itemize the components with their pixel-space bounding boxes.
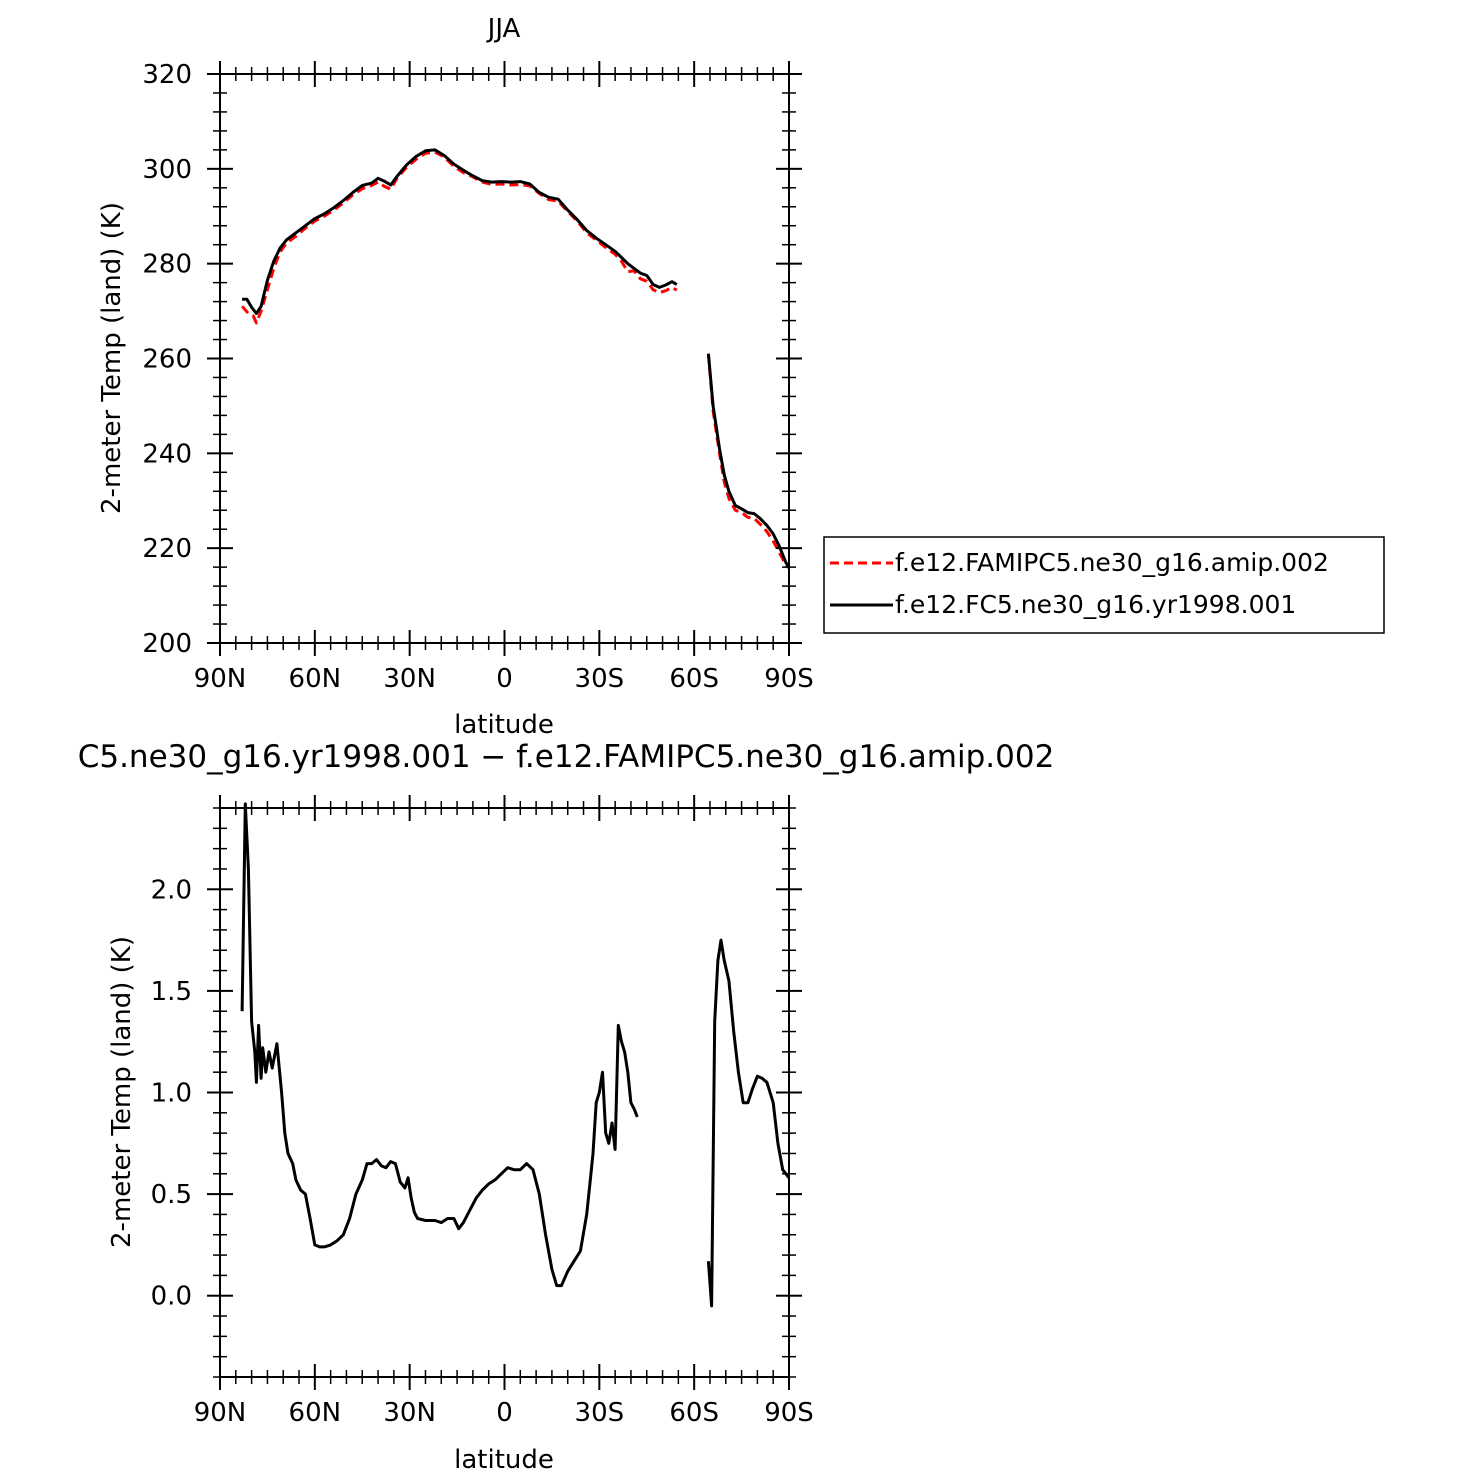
bottom-xtick-label: 90N xyxy=(194,1398,247,1428)
bottom-panel-ylabel: 2-meter Temp (land) (K) xyxy=(107,936,137,1248)
top-xtick-label: 60N xyxy=(289,664,342,694)
bottom-xtick-label: 90S xyxy=(764,1398,814,1428)
bottom-series-0-segment-1 xyxy=(706,938,791,1308)
top-panel: JJA 90N 60N 30N 0 30S 60S 90S 200 220 240 260 280 30… xyxy=(97,14,814,740)
top-xtick-label: 90N xyxy=(194,664,247,694)
top-xtick-label: 30N xyxy=(383,664,436,694)
top-panel-ticks: 90N 60N 30N 0 30S 60S 90S 200 220 240 260 280 300 320 xyxy=(142,60,813,694)
legend-box xyxy=(823,536,1385,634)
legend: f.e12.FAMIPC5.ne30_g16.amip.002 f.e12.FC… xyxy=(823,536,1385,634)
bottom-xtick-label: 30S xyxy=(575,1398,625,1428)
bottom-ytick-label: 0.5 xyxy=(151,1180,192,1210)
top-ytick-label: 200 xyxy=(142,629,192,659)
top-ytick-label: 320 xyxy=(142,60,192,90)
bottom-ytick-label: 2.0 xyxy=(151,875,192,905)
top-xtick-label: 60S xyxy=(669,664,719,694)
bottom-ytick-label: 1.5 xyxy=(151,977,192,1007)
legend-label-amip: f.e12.FAMIPC5.ne30_g16.amip.002 xyxy=(895,548,1329,577)
legend-label-fc5: f.e12.FC5.ne30_g16.yr1998.001 xyxy=(895,590,1296,619)
top-panel-lines xyxy=(240,148,791,570)
top-series-1-segment-1 xyxy=(706,353,791,568)
top-panel-frame xyxy=(219,73,790,644)
bottom-panel-frame xyxy=(219,807,790,1378)
top-xtick-label: 0 xyxy=(496,664,513,694)
bottom-panel-title: C5.ne30_g16.yr1998.001 − f.e12.FAMIPC5.n… xyxy=(78,739,1055,775)
bottom-panel: C5.ne30_g16.yr1998.001 − f.e12.FAMIPC5.n… xyxy=(78,739,1055,1475)
bottom-xtick-label: 30N xyxy=(383,1398,436,1428)
top-series-0-segment-1 xyxy=(706,353,791,570)
top-xtick-label: 90S xyxy=(764,664,814,694)
top-ytick-label: 260 xyxy=(142,345,192,375)
top-ytick-label: 280 xyxy=(142,250,192,280)
top-panel-xlabel: latitude xyxy=(454,710,554,740)
bottom-xtick-label: 0 xyxy=(496,1398,513,1428)
bottom-ytick-label: 1.0 xyxy=(151,1079,192,1109)
bottom-xtick-label: 60S xyxy=(669,1398,719,1428)
top-xtick-label: 30S xyxy=(575,664,625,694)
top-ytick-label: 240 xyxy=(142,439,192,469)
bottom-panel-xlabel: latitude xyxy=(454,1445,554,1475)
bottom-ytick-label: 0.0 xyxy=(151,1282,192,1312)
top-panel-ylabel: 2-meter Temp (land) (K) xyxy=(97,202,127,514)
top-series-1-segment-0 xyxy=(242,148,678,315)
bottom-series-0-segment-0 xyxy=(240,802,639,1288)
bottom-panel-ticks: 90N 60N 30N 0 30S 60S 90S 0.0 0.5 1.0 1.5 2.0 xyxy=(151,795,814,1428)
top-ytick-label: 300 xyxy=(142,155,192,185)
top-panel-title: JJA xyxy=(486,14,521,44)
bottom-xtick-label: 60N xyxy=(289,1398,342,1428)
bottom-panel-lines xyxy=(240,802,791,1308)
top-series-0-segment-0 xyxy=(240,150,678,325)
top-ytick-label: 220 xyxy=(142,534,192,564)
